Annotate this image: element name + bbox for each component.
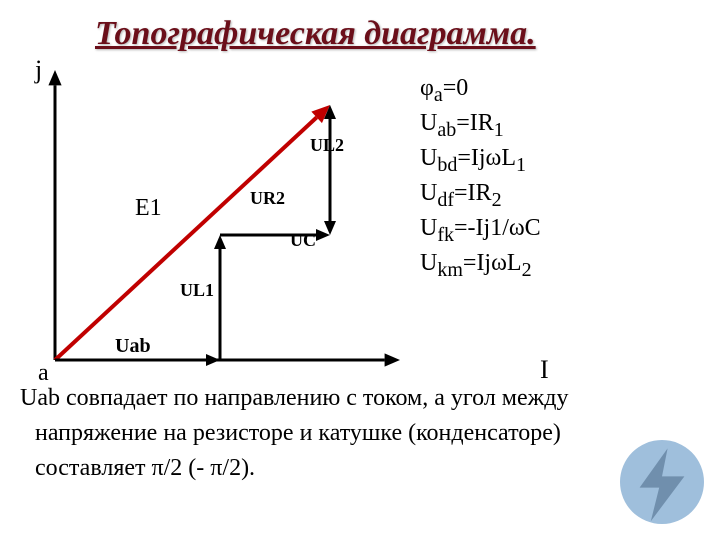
- footer-line: Uab совпадает по направлению с током, а …: [20, 385, 568, 412]
- equation-line: Uab=IR1: [420, 110, 504, 142]
- equation-line: Ufk=-Ij1/ωC: [420, 215, 541, 247]
- equation-line: φa=0: [420, 75, 468, 107]
- equation-line: Ukm=IjωL2: [420, 250, 532, 282]
- footer-line: напряжение на резисторе и катушке (конде…: [35, 420, 561, 447]
- footer-line: составляет π/2 (- π/2).: [35, 455, 255, 482]
- equation-line: Udf=IR2: [420, 180, 502, 212]
- equation-line: Ubd=IjωL1: [420, 145, 526, 177]
